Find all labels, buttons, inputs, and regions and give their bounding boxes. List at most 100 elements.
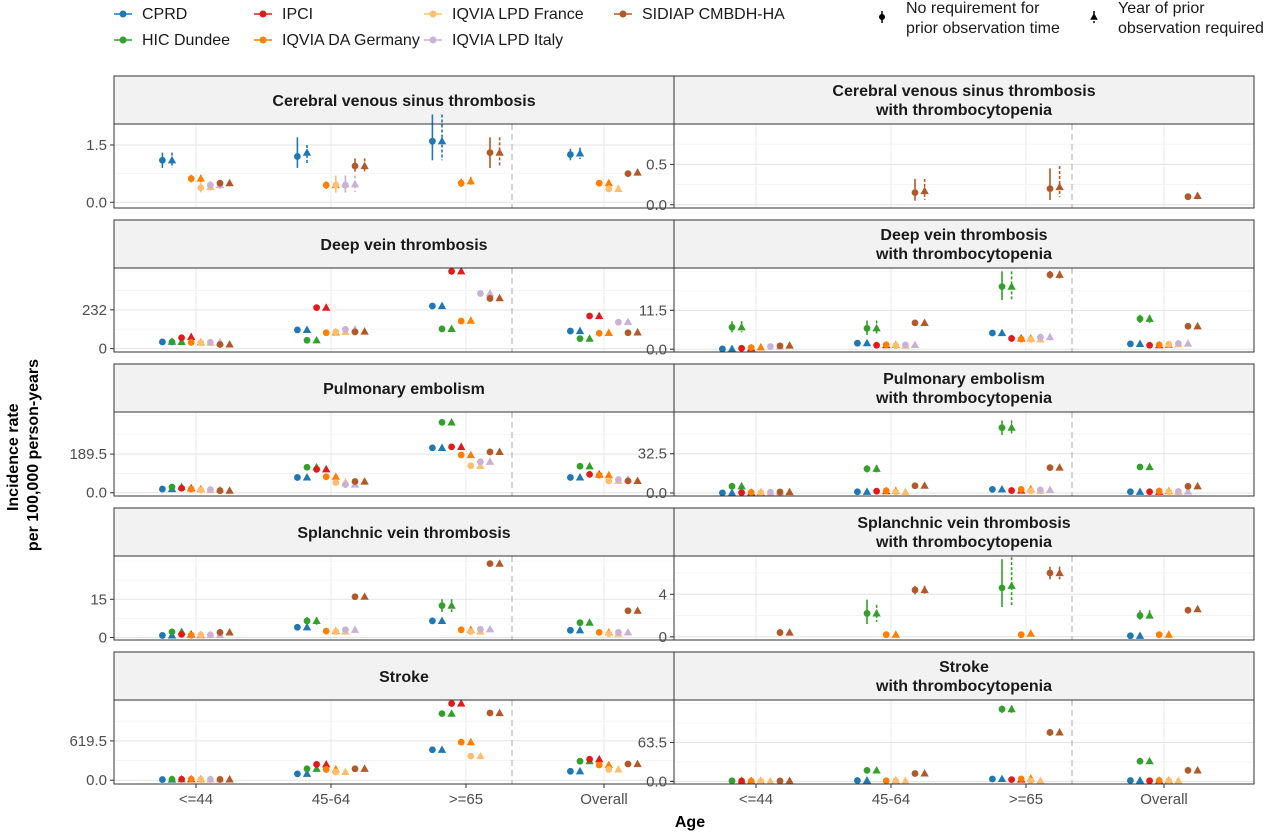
- point-no-prior: [1165, 340, 1173, 348]
- point-no-prior: [351, 162, 359, 170]
- panel-title-line: with thrombocytopenia: [875, 102, 1052, 119]
- point-no-prior: [998, 705, 1006, 713]
- point-no-prior: [863, 767, 871, 774]
- point-no-prior: [438, 418, 446, 426]
- point-no-prior: [294, 326, 301, 334]
- point-prior-year: [225, 178, 234, 187]
- point-prior-year: [785, 628, 794, 636]
- point-pair-sidiap-cmbdh-ha-overall: [624, 759, 642, 768]
- point-pair-hic-dundee-overall: [1136, 462, 1154, 471]
- point-pair-cprd-overall: [1127, 631, 1145, 640]
- point-no-prior: [216, 341, 224, 348]
- point-no-prior: [767, 343, 774, 350]
- point-prior-year: [447, 324, 456, 332]
- legend-item-cprd: CPRD: [114, 6, 187, 23]
- point-pair-sidiap-cmbdh-ha-le44: [216, 178, 234, 187]
- point-prior-year: [196, 174, 205, 182]
- y-tick-label: 11.5: [639, 302, 667, 319]
- panel-cvst: Cerebral venous sinus thrombosis 0.0 1.5: [86, 75, 695, 211]
- panel-title: Deep vein thrombosis with thrombocytopeni…: [875, 227, 1052, 263]
- point-no-prior: [605, 766, 613, 773]
- point-no-prior: [332, 628, 340, 635]
- point-no-prior: [159, 632, 166, 639]
- point-no-prior: [747, 488, 755, 496]
- point-no-prior: [351, 593, 359, 601]
- legend-item-sidiap-cmbdh-ha: SIDIAP CMBDH-HA: [614, 6, 785, 23]
- point-no-prior: [1155, 341, 1163, 349]
- point-no-prior: [586, 312, 593, 320]
- point-no-prior: [207, 486, 214, 494]
- point-prior-year: [585, 461, 594, 470]
- point-pair-sidiap-cmbdh-ha-ge65: [1046, 270, 1064, 279]
- point-prior-year: [872, 766, 881, 774]
- point-no-prior: [457, 317, 465, 325]
- point-prior-year: [447, 417, 456, 426]
- point-no-prior: [595, 179, 603, 187]
- point-pair-sidiap-cmbdh-ha-overall: [1184, 191, 1202, 201]
- point-pair-cprd-ge65: [429, 443, 447, 452]
- point-no-prior: [207, 181, 214, 189]
- point-pair-sidiap-cmbdh-ha-45-64: [911, 178, 929, 201]
- point-no-prior: [998, 283, 1006, 291]
- point-pair-sidiap-cmbdh-ha-overall: [1184, 766, 1202, 774]
- point-pair-sidiap-cmbdh-ha-overall: [1184, 604, 1202, 614]
- point-prior-year: [1135, 776, 1145, 784]
- point-prior-year: [1174, 776, 1183, 784]
- point-prior-year: [595, 311, 604, 320]
- point-pair-hic-dundee-ge65: [998, 420, 1016, 435]
- point-pair-iqvia-lpd-italy-overall: [615, 317, 633, 326]
- x-tick-label: Overall: [580, 791, 628, 808]
- point-pair-hic-dundee-45-64: [303, 616, 321, 625]
- point-pair-sidiap-cmbdh-ha-ge65: [1046, 463, 1064, 471]
- point-prior-year: [322, 464, 331, 473]
- point-no-prior: [216, 628, 224, 636]
- point-no-prior: [1027, 336, 1035, 343]
- point-no-prior: [595, 471, 603, 479]
- y-tick-label: 0.0: [646, 773, 667, 790]
- point-no-prior: [351, 765, 359, 773]
- point-no-prior: [882, 631, 890, 639]
- point-no-prior: [1155, 777, 1163, 784]
- point-no-prior: [313, 304, 320, 312]
- y-tick-label: 0.5: [646, 156, 667, 173]
- point-pair-hic-dundee-le44: [168, 337, 186, 346]
- point-no-prior: [342, 481, 349, 488]
- point-no-prior: [1165, 488, 1173, 496]
- point-no-prior: [882, 341, 890, 349]
- point-pair-iqvia-lpd-italy-ge65: [1037, 485, 1055, 494]
- point-no-prior: [477, 290, 484, 297]
- point-prior-year: [350, 179, 360, 188]
- point-pair-sidiap-cmbdh-ha-le44: [776, 487, 794, 496]
- point-prior-year: [495, 148, 504, 156]
- point-no-prior: [1136, 757, 1144, 765]
- point-no-prior: [854, 488, 861, 496]
- point-pair-hic-dundee-overall: [1136, 314, 1154, 323]
- point-prior-year: [785, 341, 794, 349]
- point-prior-year: [872, 609, 881, 617]
- point-no-prior: [467, 628, 475, 635]
- point-prior-year: [585, 334, 594, 342]
- plot-area: [674, 556, 1254, 640]
- x-tick-label: <=44: [739, 791, 773, 808]
- point-no-prior: [313, 760, 320, 768]
- point-no-prior: [738, 489, 745, 497]
- y-tick-label: 0: [659, 629, 667, 646]
- point-no-prior: [624, 607, 632, 615]
- point-prior-year: [756, 342, 765, 351]
- point-prior-year: [322, 303, 331, 311]
- point-no-prior: [159, 776, 166, 783]
- point-prior-year: [302, 769, 312, 777]
- y-axis-title: Incidence rate per 100,000 person-years: [5, 359, 42, 551]
- point-prior-year: [901, 487, 910, 495]
- point-no-prior: [187, 175, 195, 183]
- point-no-prior: [567, 327, 574, 335]
- point-pair-iqvia-lpd-france-overall: [605, 184, 623, 193]
- point-pair-cprd-45-64: [294, 325, 312, 334]
- point-no-prior: [854, 777, 861, 784]
- plot-frame: [673, 123, 1255, 209]
- point-no-prior: [738, 777, 745, 785]
- point-no-prior: [567, 151, 574, 158]
- point-no-prior: [892, 488, 900, 496]
- x-tick-label: 45-64: [312, 791, 350, 808]
- point-no-prior: [911, 189, 919, 197]
